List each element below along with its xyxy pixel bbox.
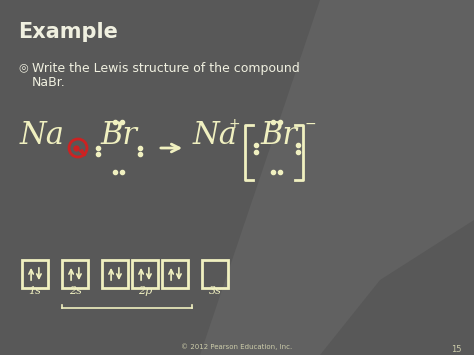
Polygon shape <box>200 0 474 355</box>
Bar <box>162 260 188 288</box>
Text: 15: 15 <box>452 345 462 354</box>
Text: Br: Br <box>260 120 297 151</box>
Text: 3s: 3s <box>209 286 221 296</box>
Bar <box>132 260 158 288</box>
Text: 1s: 1s <box>28 286 41 296</box>
Bar <box>102 260 128 288</box>
Text: ◎: ◎ <box>18 62 28 72</box>
Bar <box>62 260 88 288</box>
Text: NaBr.: NaBr. <box>32 76 66 89</box>
Text: Na: Na <box>20 120 65 151</box>
Text: −: − <box>305 117 317 131</box>
Bar <box>202 260 228 288</box>
Text: Example: Example <box>18 22 118 42</box>
Text: Write the Lewis structure of the compound: Write the Lewis structure of the compoun… <box>32 62 300 75</box>
Text: +: + <box>229 117 241 131</box>
Bar <box>22 260 48 288</box>
Text: © 2012 Pearson Education, Inc.: © 2012 Pearson Education, Inc. <box>182 343 292 350</box>
Text: Br: Br <box>100 120 137 151</box>
Text: 2s: 2s <box>69 286 82 296</box>
Text: 2p: 2p <box>138 286 152 296</box>
Text: Na: Na <box>193 120 238 151</box>
